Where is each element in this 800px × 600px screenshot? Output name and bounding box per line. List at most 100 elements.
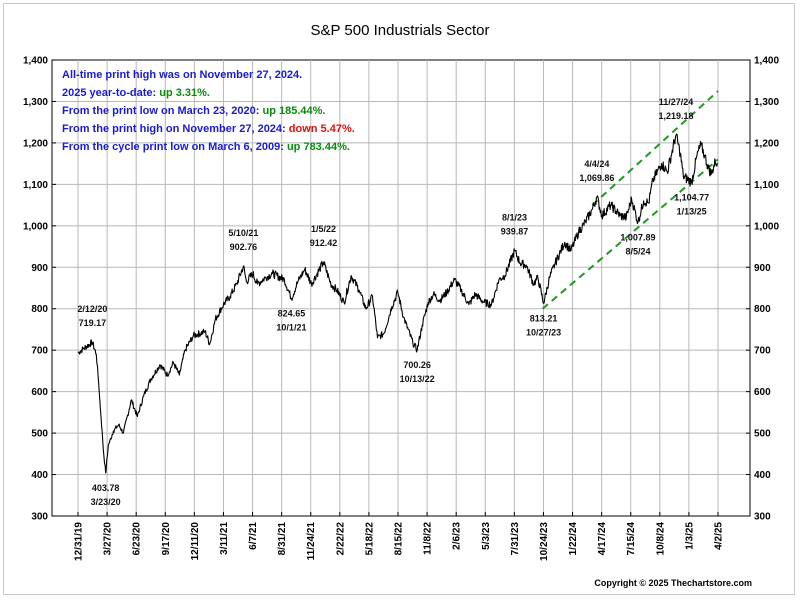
y-tick-label-right: 1,200 <box>754 138 779 149</box>
annotation-date: 2/12/20 <box>77 304 107 314</box>
x-tick-label: 11/24/21 <box>306 522 317 561</box>
y-tick-label-right: 700 <box>754 346 771 357</box>
x-tick-label: 6/23/20 <box>132 522 143 556</box>
annotation-date: 8/1/23 <box>502 213 527 223</box>
y-tick-label-left: 900 <box>31 263 48 274</box>
annotation-value: 1,219.18 <box>658 111 693 121</box>
price-series <box>77 133 718 474</box>
annotation-value: 1,069.86 <box>579 173 614 183</box>
annotation-date: 10/27/23 <box>526 327 561 337</box>
y-tick-label-left: 1,100 <box>23 180 48 191</box>
x-tick-label: 8/15/22 <box>394 522 405 556</box>
trend-line <box>541 158 719 310</box>
annotation-date: 3/23/20 <box>91 497 121 507</box>
annotation-value: 813.21 <box>530 313 558 323</box>
x-tick-label: 9/17/20 <box>161 522 172 556</box>
x-tick-label: 10/8/24 <box>655 522 666 556</box>
info-line-text: All-time print high was on November 27, … <box>62 69 302 81</box>
x-tick-label: 7/31/23 <box>510 522 521 556</box>
x-tick-label: 11/8/22 <box>423 522 434 555</box>
y-tick-label-right: 800 <box>754 304 771 315</box>
annotation-date: 1/5/22 <box>311 224 336 234</box>
x-tick-label: 2/22/22 <box>335 522 346 556</box>
x-tick-label: 5/3/23 <box>481 522 492 550</box>
y-tick-label-right: 1,300 <box>754 97 779 108</box>
y-tick-label-left: 500 <box>31 429 48 440</box>
price-line <box>77 133 718 474</box>
info-line: All-time print high was on November 27, … <box>62 69 302 81</box>
info-line-value: up 185.44%. <box>262 105 325 117</box>
y-tick-label-left: 1,400 <box>23 56 48 67</box>
annotations: 2/12/20 719.17 3/23/20 403.78 5/10/21 902.76 1… <box>77 97 709 507</box>
gridlines <box>52 60 750 516</box>
y-axis-left: 300 400 500 600 700 800 900 1,000 1,100 1,200 1,30… <box>23 56 56 523</box>
y-tick-label-left: 300 <box>31 512 48 523</box>
x-tick-label: 8/31/21 <box>277 522 288 556</box>
info-line: From the cycle print low on March 6, 200… <box>62 141 350 153</box>
info-line-value: up 783.44%. <box>287 141 350 153</box>
annotation-value: 700.26 <box>403 360 431 370</box>
x-tick-label: 4/17/24 <box>597 522 608 556</box>
trend-line <box>591 90 719 206</box>
info-line-value: up 3.31%. <box>159 87 210 99</box>
annotation-value: 939.87 <box>501 227 529 237</box>
info-line-text: From the cycle print low on March 6, 200… <box>62 141 287 153</box>
x-tick-label: 6/7/21 <box>248 522 259 550</box>
y-axis-right: 300 400 500 600 700 800 900 1,000 1,100 1,200 1,30… <box>746 56 779 523</box>
plot-area <box>51 59 751 517</box>
annotation-date: 11/27/24 <box>659 97 694 107</box>
x-tick-label: 1/3/25 <box>684 522 695 550</box>
info-box: All-time print high was on November 27, … <box>62 69 355 153</box>
annotation-date: 10/1/21 <box>276 323 306 333</box>
annotation-value: 403.78 <box>92 483 120 493</box>
y-tick-label-left: 1,200 <box>23 138 48 149</box>
y-tick-label-right: 900 <box>754 263 771 274</box>
y-tick-label-left: 600 <box>31 387 48 398</box>
info-line: 2025 year-to-date: up 3.31%. <box>62 87 210 99</box>
x-tick-label: 3/11/21 <box>219 522 230 555</box>
info-line-value: down 5.47%. <box>289 123 355 135</box>
copyright-text: Copyright © 2025 Thechartstore.com <box>594 578 752 588</box>
y-tick-label-right: 1,000 <box>754 221 779 232</box>
y-tick-label-right: 500 <box>754 429 771 440</box>
x-tick-label: 5/18/22 <box>364 522 375 556</box>
y-tick-label-right: 1,100 <box>754 180 779 191</box>
info-line: From the print high on November 27, 2024… <box>62 123 355 135</box>
annotation-date: 4/4/24 <box>584 159 609 169</box>
annotation-date: 8/5/24 <box>625 247 650 257</box>
annotation-value: 824.65 <box>278 309 306 319</box>
info-line-text: From the print low on March 23, 2020: <box>62 105 262 117</box>
y-tick-label-right: 400 <box>754 470 771 481</box>
y-tick-label-left: 400 <box>31 470 48 481</box>
x-tick-label: 7/15/24 <box>626 522 637 556</box>
annotation-date: 5/10/21 <box>228 228 258 238</box>
annotation-value: 1,007.89 <box>620 233 655 243</box>
x-tick-label: 10/24/23 <box>539 522 550 561</box>
trend-channel <box>541 90 719 310</box>
y-tick-label-left: 800 <box>31 304 48 315</box>
annotation-value: 912.42 <box>310 238 338 248</box>
y-tick-label-right: 600 <box>754 387 771 398</box>
annotation-value: 902.76 <box>230 242 258 252</box>
y-tick-label-right: 300 <box>754 512 771 523</box>
x-tick-label: 12/31/19 <box>74 522 85 561</box>
info-line-text: 2025 year-to-date: <box>62 87 159 99</box>
x-tick-label: 3/27/20 <box>103 522 114 556</box>
y-tick-label-left: 1,300 <box>23 97 48 108</box>
x-tick-label: 12/11/20 <box>190 522 201 561</box>
x-tick-label: 2/6/23 <box>452 522 463 550</box>
y-tick-label-right: 1,400 <box>754 56 779 67</box>
info-line: From the print low on March 23, 2020: up… <box>62 105 325 117</box>
x-tick-label: 4/2/25 <box>714 522 725 550</box>
annotation-date: 10/13/22 <box>400 374 435 384</box>
y-tick-label-left: 1,000 <box>23 221 48 232</box>
info-line-text: From the print high on November 27, 2024… <box>62 123 289 135</box>
annotation-value: 719.17 <box>79 318 107 328</box>
x-tick-label: 1/22/24 <box>568 522 579 556</box>
x-axis: 12/31/19 3/27/20 6/23/20 9/17/20 12/11/20 3/1… <box>74 512 725 561</box>
y-tick-label-left: 700 <box>31 346 48 357</box>
chart-title: S&P 500 Industrials Sector <box>311 22 490 39</box>
annotation-value: 1,104.77 <box>674 192 709 202</box>
annotation-date: 1/13/25 <box>677 206 707 216</box>
